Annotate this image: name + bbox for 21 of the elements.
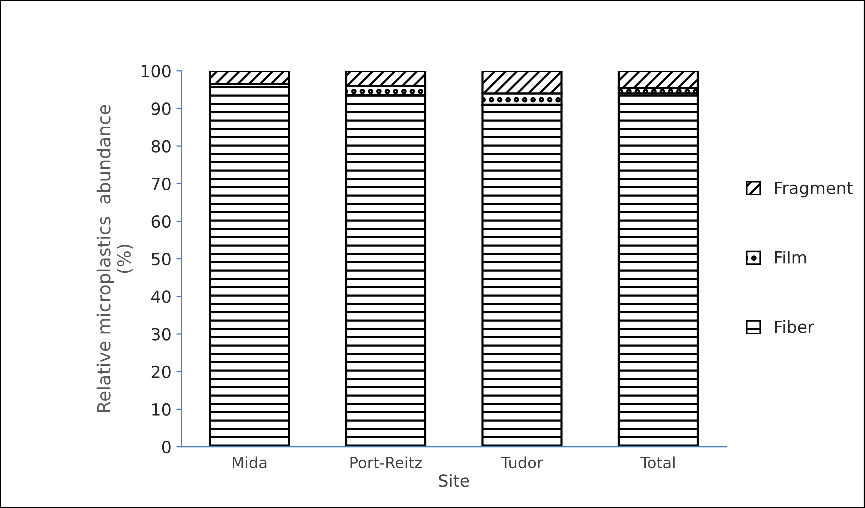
x-tick-label: Port-Reitz (350, 456, 422, 469)
legend-label: Film (775, 251, 806, 264)
y-tick-label: 80 (152, 140, 171, 153)
x-axis-title: Site (439, 474, 470, 488)
x-tick-label: Tudor (501, 456, 544, 469)
y-tick-label: 50 (152, 253, 171, 266)
y-tick-label: 20 (152, 366, 171, 378)
x-tick-label: Total (640, 456, 675, 469)
y-tick-label: 30 (152, 328, 171, 341)
y-tick-label: 10 (152, 403, 171, 416)
bar (618, 92, 700, 448)
y-tick-label: 60 (152, 215, 171, 228)
y-tick-label: 0 (162, 441, 171, 454)
y-tick-label: 70 (152, 178, 171, 190)
y-tick-label: 100 (142, 65, 171, 78)
y-axis-title: Relative microplastics abundance (%) (96, 105, 134, 412)
legend-label: Fiber (775, 320, 814, 334)
legend-label: Fragment (775, 182, 853, 198)
y-tick-label: 40 (152, 290, 171, 304)
x-tick-label: Mida (233, 456, 267, 469)
y-tick-label: 90 (152, 102, 171, 116)
